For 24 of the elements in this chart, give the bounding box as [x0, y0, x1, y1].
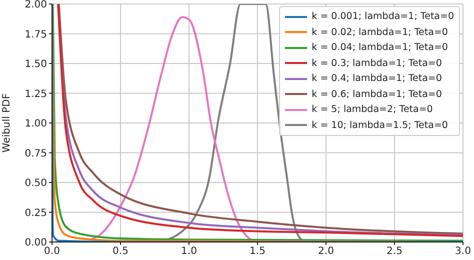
x-tick-label: 1.5 — [250, 246, 266, 258]
y-tick-label: 0.75 — [24, 148, 47, 160]
x-tick-label: 2.5 — [386, 246, 402, 258]
legend-label: k = 0.04; lambda=1; Teta=0 — [312, 42, 448, 54]
x-tick-label: 3.0 — [455, 246, 471, 258]
x-tick-label: 2.0 — [318, 246, 334, 258]
legend-label: k = 0.001; lambda=1; Teta=0 — [312, 11, 454, 22]
x-tick-label: 0.5 — [112, 246, 128, 258]
y-tick-label: 0.50 — [24, 178, 47, 190]
y-tick-label: 0.25 — [24, 208, 47, 219]
legend-label: k = 0.02; lambda=1; Teta=0 — [312, 26, 448, 38]
y-tick-label: 1.00 — [24, 118, 47, 130]
y-tick-label: 1.50 — [24, 59, 47, 70]
legend-label: k = 5; lambda=2; Teta=0 — [312, 104, 433, 116]
x-tick-label: 1.0 — [181, 246, 197, 258]
legend-label: k = 0.4; lambda=1; Teta=0 — [312, 73, 442, 84]
x-tick-label: 0.0 — [44, 246, 60, 258]
legend-label: k = 0.6; lambda=1; Teta=0 — [312, 88, 442, 100]
y-tick-label: 1.75 — [24, 29, 47, 40]
legend-label: k = 10; lambda=1.5; Teta=0 — [312, 120, 448, 131]
y-axis-title: Weibull PDF — [2, 93, 13, 153]
legend-label: k = 0.3; lambda=1; Teta=0 — [312, 58, 442, 69]
y-tick-label: 2.00 — [24, 0, 47, 11]
y-tick-label: 1.25 — [24, 88, 47, 100]
